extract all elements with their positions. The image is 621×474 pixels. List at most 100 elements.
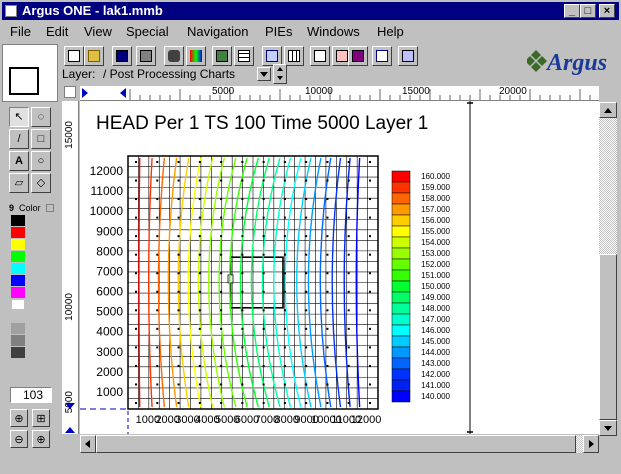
y-tick-label: 1000 bbox=[96, 385, 123, 399]
menu-windows[interactable]: Windows bbox=[307, 24, 360, 39]
color-swatch[interactable] bbox=[11, 215, 25, 226]
color-swatch[interactable] bbox=[11, 239, 25, 250]
maximize-button[interactable]: □ bbox=[580, 4, 596, 18]
horizontal-scrollbar[interactable] bbox=[80, 435, 599, 453]
close-button[interactable]: × bbox=[599, 4, 615, 18]
node-dot bbox=[369, 290, 371, 293]
node-dot bbox=[347, 346, 350, 349]
open-button[interactable] bbox=[84, 46, 104, 66]
menu-pies[interactable]: PIEs bbox=[265, 24, 293, 39]
color-swatch[interactable] bbox=[11, 227, 25, 238]
x-tick-label: 9000 bbox=[294, 414, 318, 426]
well-marker bbox=[227, 274, 234, 284]
polygon-icon: ▱ bbox=[14, 177, 24, 189]
node-dot bbox=[177, 179, 180, 182]
menu-edit[interactable]: Edit bbox=[46, 24, 69, 39]
hscroll-thumb[interactable] bbox=[96, 435, 576, 453]
palette-button[interactable] bbox=[186, 46, 206, 66]
ruler-corner-checkbox[interactable] bbox=[64, 86, 76, 98]
drawing-canvas[interactable]: HEAD Per 1 TS 100 Time 5000 Layer 1 1200… bbox=[80, 101, 599, 434]
node-dot bbox=[156, 290, 159, 293]
color-preview-swatch[interactable] bbox=[9, 67, 39, 95]
color-label: Color bbox=[19, 203, 41, 213]
tool-line[interactable]: / bbox=[9, 129, 29, 149]
scroll-right-button[interactable] bbox=[583, 435, 599, 453]
zoom-window-button[interactable]: ⊞ bbox=[32, 409, 50, 427]
color-swatch[interactable] bbox=[11, 335, 25, 346]
node-dot bbox=[347, 216, 350, 219]
layer-spin-button[interactable] bbox=[273, 64, 287, 84]
color-swatch[interactable] bbox=[11, 299, 25, 310]
node-dot bbox=[283, 161, 286, 163]
menu-help[interactable]: Help bbox=[377, 24, 404, 39]
zoom-in-button[interactable]: ⊕ bbox=[32, 430, 50, 448]
mesh-button[interactable] bbox=[262, 46, 282, 66]
color-swatch[interactable] bbox=[11, 311, 25, 322]
tool-ellipse[interactable]: ○ bbox=[31, 151, 51, 171]
minimize-button[interactable]: _ bbox=[564, 4, 580, 18]
tool-lasso[interactable]: ◌ bbox=[31, 107, 51, 127]
scroll-down-button[interactable] bbox=[599, 420, 617, 436]
pie-button[interactable] bbox=[398, 46, 418, 66]
color-swatch[interactable] bbox=[11, 287, 25, 298]
node-dot bbox=[347, 383, 350, 386]
menu-special[interactable]: Special bbox=[126, 24, 169, 39]
node-dot bbox=[283, 346, 286, 349]
color-swatch[interactable] bbox=[11, 323, 25, 334]
node-dot bbox=[241, 161, 244, 163]
legend-label: 140.000 bbox=[421, 392, 450, 401]
color-dropdown-icon[interactable] bbox=[46, 204, 54, 212]
save-button[interactable] bbox=[112, 46, 132, 66]
tool-select[interactable]: ↖ bbox=[9, 107, 29, 127]
palette-icon bbox=[190, 50, 202, 62]
node-dot bbox=[326, 272, 329, 275]
y-tick-label: 5000 bbox=[96, 305, 123, 319]
node-dot bbox=[283, 179, 286, 182]
tool-freeform[interactable]: ◇ bbox=[31, 173, 51, 193]
vertical-scrollbar[interactable] bbox=[599, 86, 617, 436]
scroll-left-button[interactable] bbox=[80, 435, 96, 453]
zoom-fit-button[interactable]: ⊕ bbox=[10, 409, 28, 427]
hscroll-track[interactable] bbox=[576, 435, 583, 453]
tool-rectangle[interactable]: □ bbox=[31, 129, 51, 149]
layers-button[interactable] bbox=[212, 46, 232, 66]
tool-text[interactable]: A bbox=[9, 151, 29, 171]
color-swatch[interactable] bbox=[11, 251, 25, 262]
node-dot bbox=[326, 161, 329, 163]
print-button[interactable] bbox=[136, 46, 156, 66]
node-dot bbox=[177, 364, 180, 367]
node-dot bbox=[347, 327, 350, 330]
layer-dropdown-button[interactable] bbox=[257, 67, 271, 81]
scroll-track[interactable] bbox=[599, 118, 617, 254]
layer-select[interactable]: / Post Processing Charts bbox=[98, 67, 256, 82]
new-button[interactable] bbox=[64, 46, 84, 66]
zoom-out-button[interactable]: ⊖ bbox=[10, 430, 28, 448]
tool-polygon[interactable]: ▱ bbox=[9, 173, 29, 193]
graph-button[interactable] bbox=[372, 46, 392, 66]
node-dot bbox=[305, 235, 308, 238]
grid-button[interactable] bbox=[234, 46, 254, 66]
contour-plot: 1200011000100009000800070006000500040003… bbox=[80, 101, 473, 434]
node-dot bbox=[283, 290, 286, 293]
node-dot bbox=[305, 383, 308, 386]
chart-button[interactable] bbox=[310, 46, 330, 66]
color-swatch[interactable] bbox=[11, 275, 25, 286]
book-button[interactable] bbox=[348, 46, 368, 66]
scroll-thumb[interactable] bbox=[599, 254, 617, 420]
menu-view[interactable]: View bbox=[84, 24, 112, 39]
node-dot bbox=[369, 216, 371, 219]
color-label-row: 9 Color bbox=[8, 203, 58, 215]
legend-swatch bbox=[391, 357, 411, 370]
find-button[interactable] bbox=[164, 46, 184, 66]
node-dot bbox=[220, 272, 223, 275]
color-swatch[interactable] bbox=[11, 347, 25, 358]
table-button[interactable] bbox=[284, 46, 304, 66]
color-swatch[interactable] bbox=[11, 263, 25, 274]
zoom-field[interactable]: 103 bbox=[10, 387, 52, 403]
scroll-up-button[interactable] bbox=[599, 102, 617, 118]
x-tick-label: 2000 bbox=[155, 414, 179, 426]
menu-navigation[interactable]: Navigation bbox=[187, 24, 249, 39]
node-dot bbox=[198, 346, 201, 349]
y-tick-label: 12000 bbox=[90, 164, 124, 178]
menu-file[interactable]: File bbox=[10, 24, 31, 39]
